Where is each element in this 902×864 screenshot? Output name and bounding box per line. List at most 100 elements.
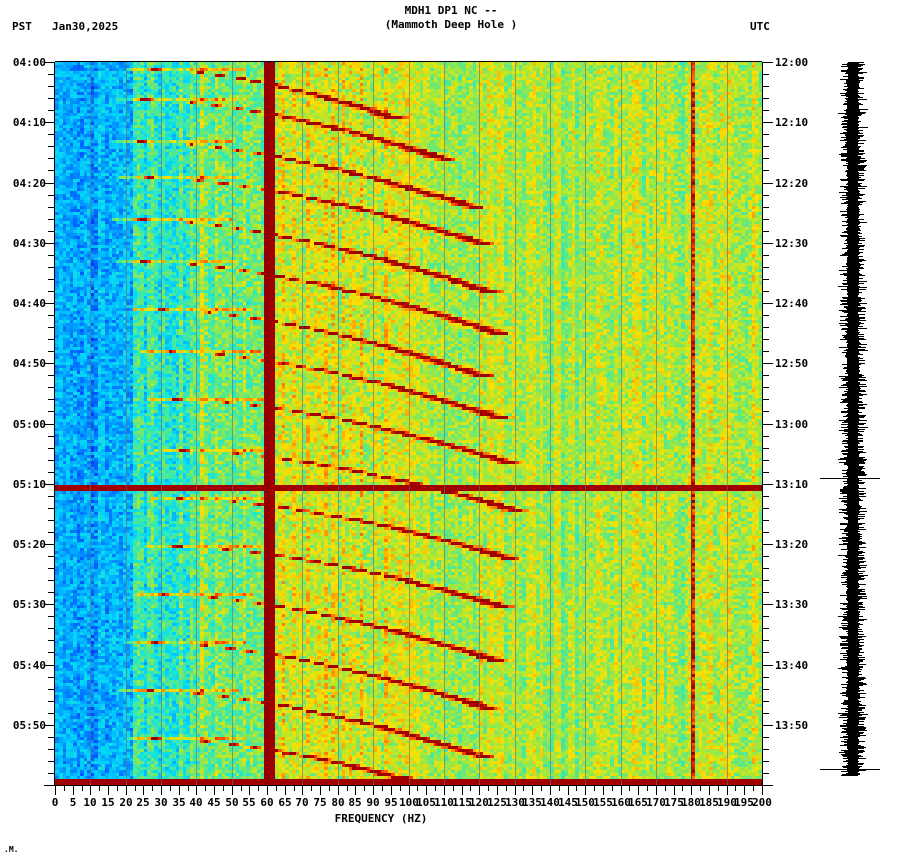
freq-tick-label: 110 [434,796,454,809]
right-axis-minor-tick [762,231,769,232]
freq-axis-major-tick [249,786,250,795]
spectrogram-plot[interactable] [55,62,762,785]
left-axis-minor-tick [48,580,55,581]
freq-tick-label: 35 [172,796,186,809]
left-time-label: 04:00 [12,56,46,69]
left-axis-minor-tick [48,291,55,292]
freq-axis-major-tick [90,786,91,795]
freq-axis-minor-tick [276,786,277,791]
right-time-label: 12:10 [775,116,809,129]
seismogram-trace[interactable] [820,55,880,795]
freq-axis-minor-tick [223,786,224,791]
right-axis-major-tick [762,484,773,485]
left-axis-minor-tick [48,472,55,473]
right-axis-minor-tick [762,219,769,220]
left-time-label: 05:00 [12,418,46,431]
freq-axis-major-tick [550,786,551,795]
left-axis-minor-tick [48,339,55,340]
freq-axis-minor-tick [329,786,330,791]
right-time-label: 13:50 [775,719,809,732]
left-axis-minor-tick [48,158,55,159]
freq-tick-label: 5 [69,796,77,809]
right-axis-minor-tick [762,327,769,328]
left-axis-major-tick [44,665,55,666]
freq-tick-label: 85 [348,796,362,809]
seismogram-trace-canvas[interactable] [820,55,880,795]
right-axis-major-tick [762,122,773,123]
left-axis-minor-tick [48,640,55,641]
right-axis-minor-tick [762,652,769,653]
freq-tick-label: 95 [384,796,398,809]
left-axis-minor-tick [48,713,55,714]
freq-axis-minor-tick [541,786,542,791]
right-axis-minor-tick [762,568,769,569]
right-time-label: 13:20 [775,538,809,551]
freq-tick-label: 50 [225,796,239,809]
right-axis-minor-tick [762,520,769,521]
right-axis-minor-tick [762,592,769,593]
freq-axis-major-tick [373,786,374,795]
freq-tick-label: 0 [51,796,59,809]
left-axis-minor-tick [48,616,55,617]
freq-tick-label: 115 [452,796,472,809]
left-axis-minor-tick [48,520,55,521]
left-axis-minor-tick [48,327,55,328]
left-axis-major-tick [44,62,55,63]
right-axis-minor-tick [762,98,769,99]
right-axis-major-tick [762,424,773,425]
right-time-label: 12:40 [775,297,809,310]
freq-axis-minor-tick [612,786,613,791]
freq-axis-minor-tick [576,786,577,791]
freq-axis-minor-tick [205,786,206,791]
left-axis-minor-tick [48,448,55,449]
freq-axis-minor-tick [241,786,242,791]
left-axis-minor-tick [48,170,55,171]
freq-tick-label: 190 [717,796,737,809]
right-axis-minor-tick [762,436,769,437]
freq-axis-major-tick [73,786,74,795]
right-axis-minor-tick [762,134,769,135]
left-axis-major-tick [44,785,55,786]
freq-axis-minor-tick [170,786,171,791]
freq-tick-label: 180 [681,796,701,809]
left-axis-major-tick [44,424,55,425]
left-axis-major-tick [44,484,55,485]
left-axis-minor-tick [48,207,55,208]
left-axis-minor-tick [48,399,55,400]
freq-tick-label: 175 [664,796,684,809]
page-subtitle: (Mammoth Deep Hole ) [384,18,518,31]
freq-tick-label: 60 [260,796,274,809]
freq-axis-minor-tick [453,786,454,791]
spectrogram-canvas[interactable] [55,62,762,785]
right-axis-minor-tick [762,74,769,75]
right-axis-minor-tick [762,279,769,280]
left-axis-minor-tick [48,387,55,388]
left-axis-minor-tick [48,375,55,376]
left-time-label: 05:40 [12,659,46,672]
freq-axis-minor-tick [629,786,630,791]
left-axis-minor-tick [48,677,55,678]
freq-axis-major-tick [409,786,410,795]
right-axis-minor-tick [762,640,769,641]
right-time-label: 13:30 [775,598,809,611]
freq-axis-major-tick [179,786,180,795]
right-axis-major-tick [762,363,773,364]
freq-axis-major-tick [391,786,392,795]
freq-axis-major-tick [603,786,604,795]
right-time-label: 12:20 [775,177,809,190]
left-axis-minor-tick [48,315,55,316]
freq-axis-major-tick [674,786,675,795]
right-timezone-label: UTC [750,20,770,33]
left-axis-major-tick [44,725,55,726]
freq-axis-major-tick [762,786,763,795]
right-axis-minor-tick [762,701,769,702]
freq-tick-label: 90 [366,796,380,809]
left-axis-minor-tick [48,231,55,232]
right-axis-minor-tick [762,773,769,774]
freq-axis-major-tick [497,786,498,795]
plot-border-left [54,62,55,785]
right-axis-major-tick [762,665,773,666]
right-axis-major-tick [762,303,773,304]
left-axis-minor-tick [48,761,55,762]
frequency-axis-title: FREQUENCY (HZ) [334,812,428,825]
